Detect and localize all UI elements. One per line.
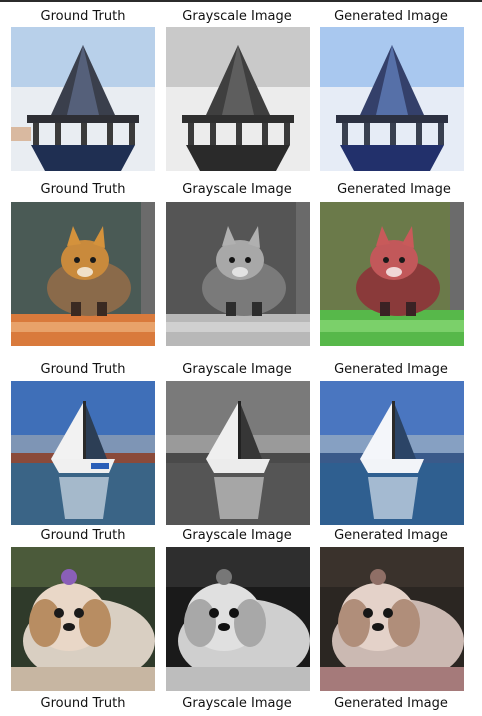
bottom-generated-label: Generated Image (334, 696, 448, 711)
row4-grayscale-image (166, 547, 310, 691)
row3-generated-image (320, 381, 464, 525)
row2-ground-truth-label: Ground Truth (40, 182, 126, 197)
row2-grayscale-label: Grayscale Image (182, 182, 292, 197)
row1-generated-label: Generated Image (334, 9, 448, 24)
row4-ground-truth-label: Ground Truth (40, 528, 126, 543)
row4-generated-label: Generated Image (334, 528, 448, 543)
row3-grayscale-image (166, 381, 310, 525)
row1-ground-truth-image (11, 27, 155, 171)
top-border-line (0, 0, 482, 2)
row4-grayscale-label: Grayscale Image (182, 528, 292, 543)
row2-ground-truth-image (11, 202, 155, 346)
row1-grayscale-label: Grayscale Image (182, 9, 292, 24)
bottom-grayscale-label: Grayscale Image (182, 696, 292, 711)
row4-ground-truth-image (11, 547, 155, 691)
row2-grayscale-image (166, 202, 310, 346)
bottom-ground-truth-label: Ground Truth (40, 696, 126, 711)
row1-ground-truth-label: Ground Truth (40, 9, 126, 24)
row3-ground-truth-label: Ground Truth (40, 362, 126, 377)
row1-grayscale-image (166, 27, 310, 171)
row3-generated-label: Generated Image (334, 362, 448, 377)
row2-generated-label: Generated Image (337, 182, 451, 197)
row3-ground-truth-image (11, 381, 155, 525)
row4-generated-image (320, 547, 464, 691)
row3-grayscale-label: Grayscale Image (182, 362, 292, 377)
row2-generated-image (320, 202, 464, 346)
row1-generated-image (320, 27, 464, 171)
